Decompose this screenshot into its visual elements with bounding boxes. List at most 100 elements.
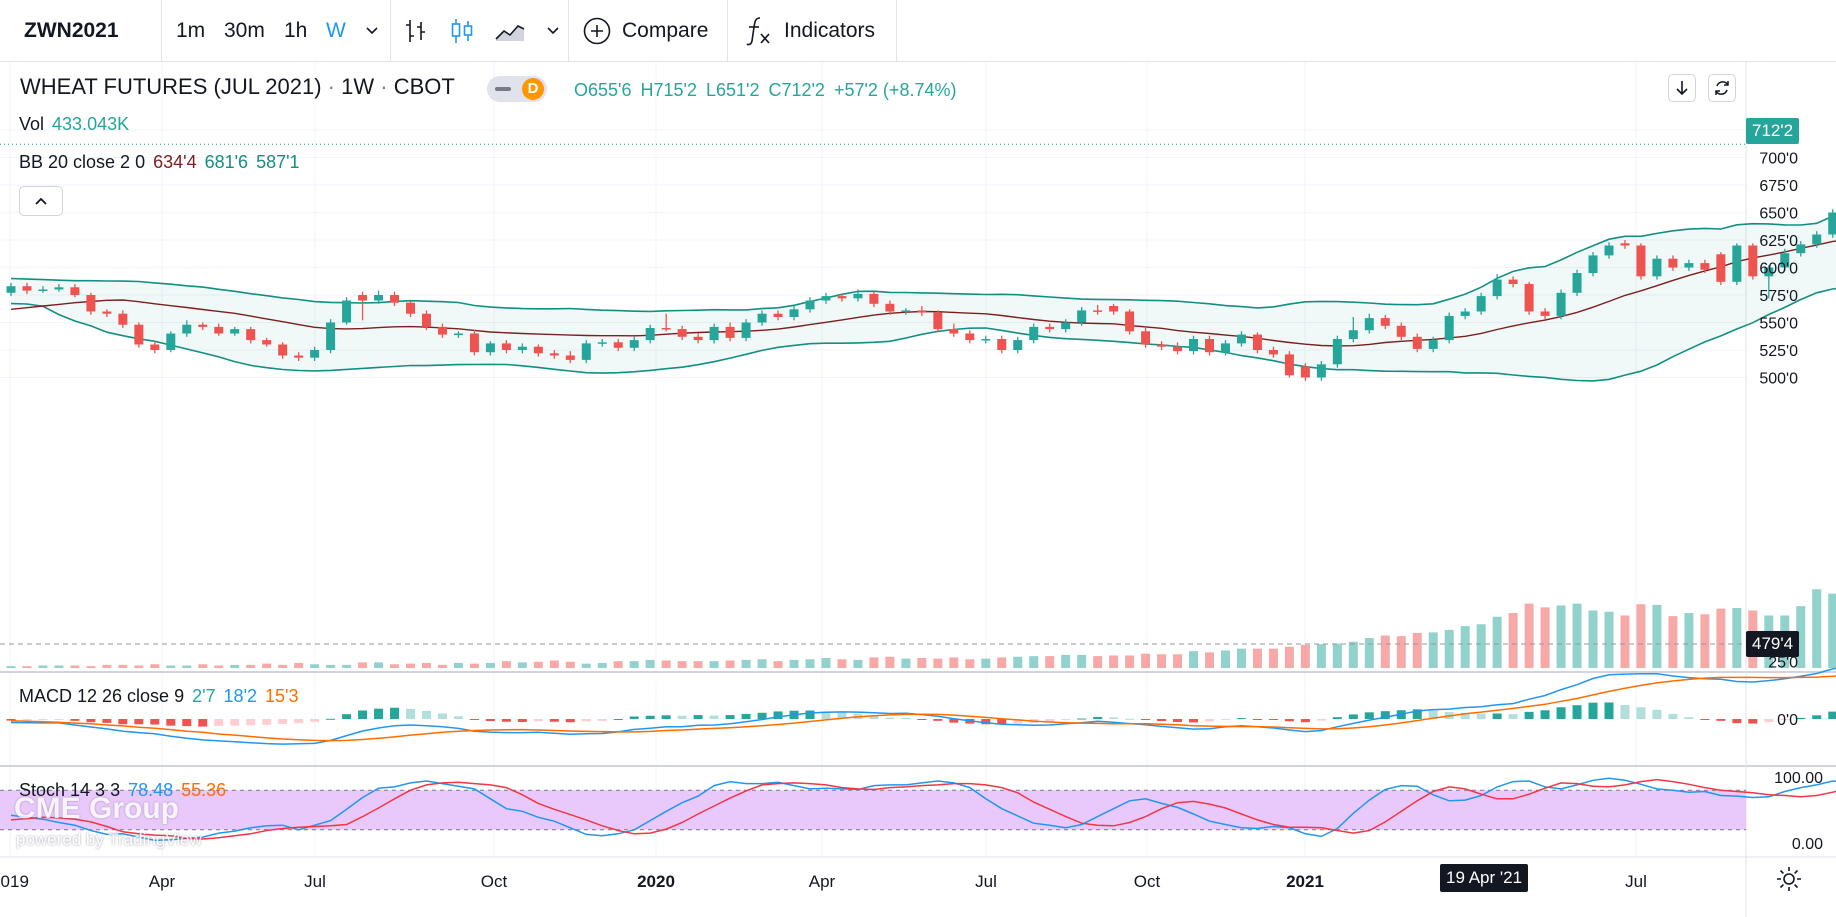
volume-bar bbox=[86, 666, 96, 668]
macd-signal-line bbox=[10, 675, 1836, 742]
macd-histogram-bar bbox=[645, 715, 655, 719]
chevron-down-icon bbox=[366, 27, 378, 35]
macd-histogram-bar bbox=[390, 707, 400, 719]
candle-body bbox=[741, 322, 751, 338]
volume-bar bbox=[1524, 603, 1534, 668]
time-tick-label: Oct bbox=[1134, 872, 1161, 891]
macd-histogram-bar bbox=[1109, 717, 1119, 719]
volume-bar bbox=[917, 658, 927, 668]
macd-histogram-bar bbox=[661, 715, 671, 719]
compare-button[interactable]: Compare bbox=[582, 0, 708, 62]
cme-logo-watermark: CME Group bbox=[14, 792, 179, 826]
timeframe-30m-button[interactable]: 30m bbox=[224, 0, 265, 62]
macd-histogram-bar bbox=[1524, 711, 1534, 719]
volume-bar bbox=[421, 663, 431, 668]
price-chart[interactable]: 725'0700'0675'0650'0625'0600'0575'0550'0… bbox=[0, 62, 1836, 917]
volume-bar bbox=[1284, 646, 1294, 668]
market-closed-icon bbox=[495, 87, 511, 91]
bollinger-bands bbox=[10, 214, 1836, 382]
volume-bar bbox=[1380, 635, 1390, 668]
stoch-label[interactable]: Stoch 14 3 3 bbox=[19, 780, 121, 800]
symbol-search-button[interactable]: ZWN2021 bbox=[24, 0, 119, 62]
macd-histogram-bar bbox=[326, 718, 336, 720]
candle-body bbox=[1013, 340, 1023, 350]
candle-body bbox=[485, 343, 495, 353]
macd-legend: MACD 12 26 close 9 2'7 18'2 15'3 bbox=[19, 686, 298, 707]
chart-settings-button[interactable] bbox=[1775, 865, 1803, 898]
candle-body bbox=[597, 342, 607, 344]
open-value: O655'6 bbox=[574, 80, 632, 100]
candles-style-button[interactable] bbox=[449, 0, 475, 62]
volume-bar bbox=[1093, 656, 1103, 668]
timeframe-w-button[interactable]: W bbox=[326, 0, 346, 62]
instrument-title[interactable]: WHEAT FUTURES (JUL 2021) bbox=[20, 74, 322, 99]
macd-histogram-bar bbox=[1061, 719, 1071, 721]
toolbar-divider bbox=[161, 0, 162, 62]
area-style-button[interactable] bbox=[494, 0, 526, 62]
macd-histogram-bar bbox=[1764, 719, 1774, 722]
time-tick-label: Oct bbox=[481, 872, 508, 891]
reset-chart-button[interactable] bbox=[1708, 74, 1736, 102]
candle-body bbox=[517, 346, 527, 350]
timeframe-1h-button[interactable]: 1h bbox=[284, 0, 307, 62]
candle-body bbox=[358, 295, 368, 301]
price-tick-label: 625'0 bbox=[1759, 233, 1798, 250]
candle-body bbox=[1716, 254, 1726, 282]
price-tick-label: 600'0 bbox=[1759, 261, 1798, 278]
volume-bar bbox=[869, 657, 879, 668]
timeframe-1m-button[interactable]: 1m bbox=[176, 0, 205, 62]
bar-style-button[interactable] bbox=[403, 0, 429, 62]
macd-histogram-bar bbox=[485, 719, 495, 722]
candle-body bbox=[406, 302, 415, 314]
volume-bar bbox=[1716, 608, 1726, 668]
volume-bar bbox=[1316, 644, 1326, 668]
candle-body bbox=[1428, 340, 1438, 349]
candle-body bbox=[214, 326, 224, 334]
candle-body bbox=[246, 329, 256, 341]
collapse-legend-button[interactable] bbox=[19, 186, 63, 216]
timeframe-dropdown[interactable] bbox=[364, 0, 380, 62]
volume-bar bbox=[1668, 616, 1678, 668]
market-status-pill[interactable]: D bbox=[487, 76, 547, 102]
volume-bar bbox=[1796, 606, 1806, 668]
macd-histogram-bar bbox=[1157, 719, 1167, 722]
volume-bar bbox=[709, 661, 719, 668]
macd-histogram-bar bbox=[501, 719, 511, 722]
stoch-d-line bbox=[10, 778, 1836, 840]
macd-histogram-bar bbox=[1508, 714, 1518, 719]
candle-body bbox=[981, 339, 991, 341]
volume-bar bbox=[981, 658, 991, 668]
cme-logo: CME Group bbox=[14, 792, 179, 825]
macd-histogram-bar bbox=[773, 711, 783, 719]
candle-body bbox=[917, 310, 927, 313]
indicators-button[interactable]: Indicators bbox=[744, 0, 875, 62]
time-tick-label: Apr bbox=[809, 872, 836, 891]
macd-histogram-bar bbox=[949, 719, 959, 723]
candle-body bbox=[1412, 336, 1422, 349]
macd-histogram-bar bbox=[1316, 719, 1326, 721]
candle-body bbox=[437, 326, 447, 335]
candle-body bbox=[1364, 318, 1374, 331]
volume-bar bbox=[1412, 633, 1422, 668]
volume-bar bbox=[693, 661, 703, 668]
macd-hist-value: 2'7 bbox=[192, 686, 216, 706]
volume-bar bbox=[1013, 656, 1023, 668]
scroll-to-latest-button[interactable] bbox=[1668, 74, 1696, 102]
volume-bar bbox=[342, 664, 352, 668]
macd-histogram-bar bbox=[358, 710, 368, 719]
volume-bar bbox=[965, 659, 975, 668]
volume-bar bbox=[1157, 654, 1167, 668]
macd-histogram-bar bbox=[677, 715, 687, 719]
chart-style-dropdown[interactable] bbox=[545, 0, 561, 62]
bb-upper-value: 681'6 bbox=[204, 152, 249, 172]
candle-body bbox=[725, 326, 735, 338]
timeframe-label: 1h bbox=[284, 19, 308, 42]
bb-label[interactable]: BB 20 close 2 0 bbox=[19, 152, 146, 172]
volume-bar bbox=[1460, 626, 1470, 668]
macd-histogram-bar bbox=[981, 719, 991, 725]
macd-label[interactable]: MACD 12 26 close 9 bbox=[19, 686, 185, 706]
volume-label[interactable]: Vol bbox=[19, 114, 45, 134]
candle-body bbox=[1268, 350, 1278, 355]
volume-bar bbox=[1684, 613, 1694, 668]
macd-histogram-bar bbox=[1141, 719, 1151, 720]
